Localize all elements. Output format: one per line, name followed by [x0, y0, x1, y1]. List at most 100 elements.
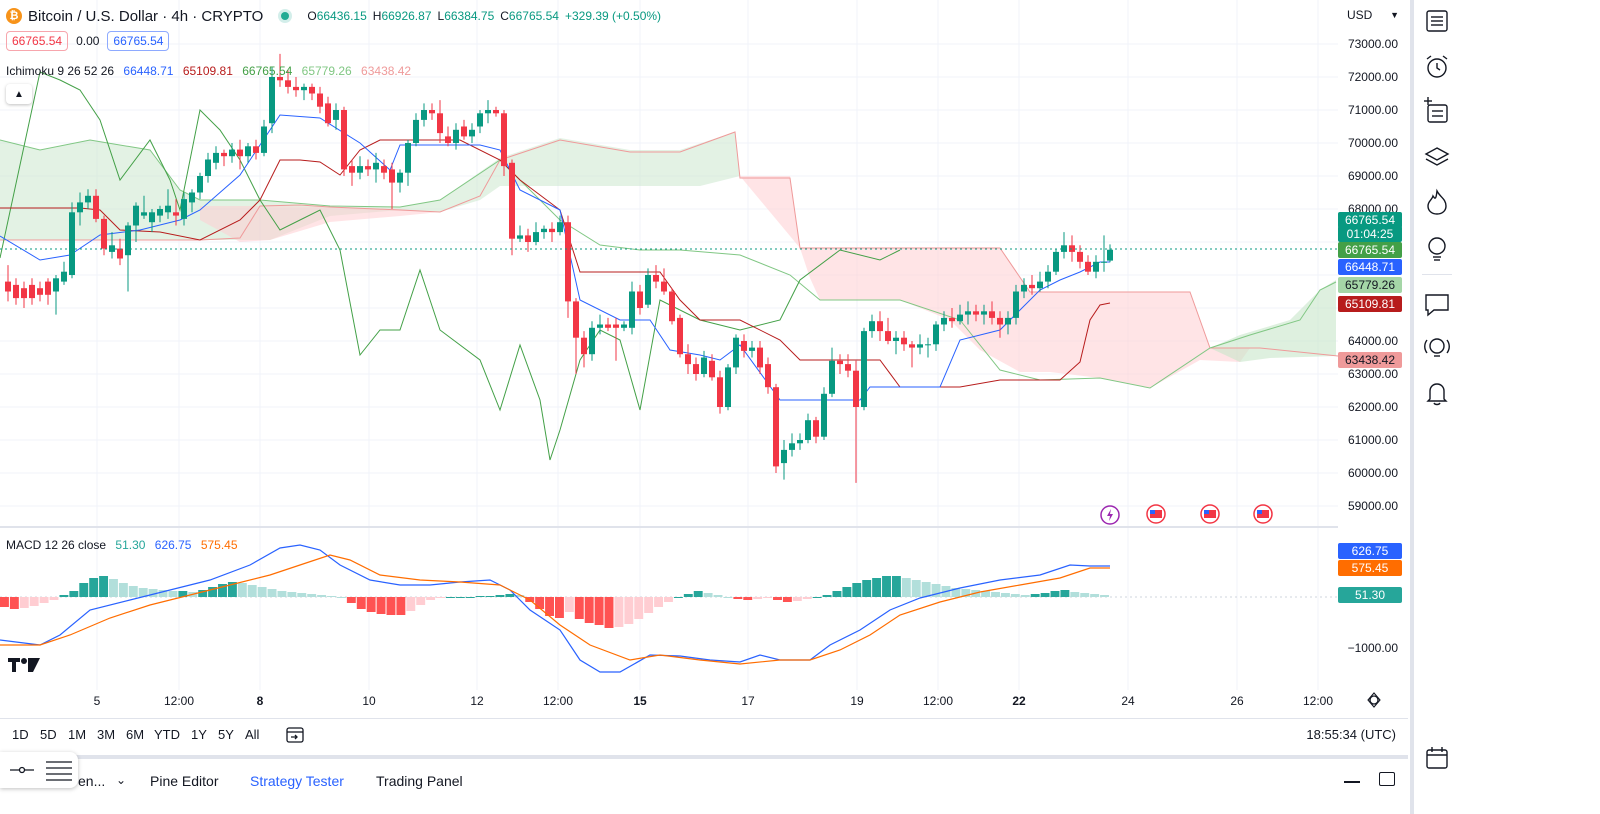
- calendar-icon[interactable]: [1422, 743, 1452, 773]
- ohlc-open: O66436.15: [307, 9, 367, 23]
- indicator-title: MACD 12 26 close: [6, 538, 107, 552]
- macd-legend[interactable]: MACD 12 26 close 51.30 626.75 575.45: [6, 538, 244, 552]
- time-label: 15: [633, 694, 647, 708]
- time-label: 12: [470, 694, 484, 708]
- right-sidebar: [1410, 0, 1462, 814]
- range-button-3m[interactable]: 3M: [97, 727, 116, 742]
- macd-tick: −1000.00: [1347, 641, 1398, 655]
- lead1-value: 65779.26: [301, 64, 352, 78]
- price-tick: 61000.00: [1347, 433, 1398, 447]
- watchlist-icon[interactable]: [1422, 6, 1452, 36]
- price-chart[interactable]: [0, 0, 1338, 690]
- range-button-all[interactable]: All: [245, 727, 260, 742]
- macd-price-label: 626.75: [1338, 543, 1402, 559]
- ichimoku-legend[interactable]: Ichimoku 9 26 52 26 66448.71 65109.81 66…: [6, 64, 417, 78]
- price-tick: 63000.00: [1347, 367, 1398, 381]
- us-flag-event-icon[interactable]: [1146, 504, 1166, 524]
- price-label: 66765.54: [1338, 242, 1402, 258]
- ohlc-close: C66765.54: [500, 9, 559, 23]
- ichimoku-cloud: [0, 132, 1336, 388]
- range-button-5d[interactable]: 5D: [40, 727, 57, 742]
- time-label: 12:00: [542, 694, 574, 708]
- chart-grid: [0, 0, 1338, 690]
- price-tick: 59000.00: [1347, 499, 1398, 513]
- indicator-title: Ichimoku 9 26 52 26: [6, 64, 115, 78]
- ideas-lightbulb-icon[interactable]: [1422, 233, 1452, 263]
- chevron-down-icon[interactable]: ⌄: [116, 773, 127, 787]
- trade-buttons: 66765.54 0.00 66765.54: [6, 31, 170, 51]
- time-label: 10: [362, 694, 376, 708]
- time-label: 8: [256, 694, 264, 708]
- market-status-icon[interactable]: [281, 12, 290, 20]
- panel-tab-3[interactable]: Trading Panel: [376, 773, 463, 789]
- time-label: 24: [1121, 694, 1135, 708]
- date-range-bar: 1D 5D 1M 3M 6M YTD 1Y 5Y All 18:55:34 (UTC): [0, 718, 1408, 751]
- ohlc-change: +329.39 (+0.50%): [564, 9, 662, 23]
- alarm-clock-icon[interactable]: [1422, 52, 1452, 82]
- minimize-icon[interactable]: [1344, 781, 1360, 783]
- idea-stream-icon[interactable]: [1422, 333, 1452, 363]
- tradingview-logo[interactable]: [8, 658, 40, 672]
- chevron-down-icon: ▼: [1390, 10, 1399, 20]
- lead2-value: 63438.42: [361, 64, 412, 78]
- range-button-5y[interactable]: 5Y: [218, 727, 234, 742]
- us-flag-event-icon[interactable]: [1200, 504, 1220, 524]
- lagging-value: 66765.54: [242, 64, 293, 78]
- bottom-panel-tabs: en... Pine Editor Strategy Tester Trading P…: [0, 755, 1408, 801]
- range-button-1m[interactable]: 1M: [68, 727, 87, 742]
- ohlc-low: L66384.75: [437, 9, 495, 23]
- sell-button[interactable]: 66765.54: [6, 31, 69, 51]
- price-tick: 60000.00: [1347, 466, 1398, 480]
- time-label: 5: [93, 694, 101, 708]
- time-label: 12:00: [163, 694, 195, 708]
- range-button-6m[interactable]: 6M: [126, 727, 145, 742]
- ohlc-high: H66926.87: [372, 9, 432, 23]
- price-label: 63438.42: [1338, 352, 1402, 368]
- currency-value: USD: [1347, 8, 1373, 22]
- panel-tab-0[interactable]: en...: [78, 773, 106, 789]
- utc-clock[interactable]: 18:55:34 (UTC): [1306, 727, 1396, 742]
- price-tick: 69000.00: [1347, 169, 1398, 183]
- base-value: 65109.81: [182, 64, 233, 78]
- range-button-1y[interactable]: 1Y: [191, 727, 207, 742]
- panel-tab-2[interactable]: Strategy Tester: [250, 773, 344, 789]
- price-label: 01:04:25: [1338, 226, 1402, 242]
- range-button-ytd[interactable]: YTD: [154, 727, 180, 742]
- price-tick: 64000.00: [1347, 334, 1398, 348]
- buy-button[interactable]: 66765.54: [107, 31, 170, 51]
- event-markers[interactable]: [1100, 504, 1273, 525]
- macd-price-label: 575.45: [1338, 560, 1402, 576]
- drawing-tools-toggle[interactable]: [0, 752, 78, 788]
- time-label: 22: [1012, 694, 1026, 708]
- price-label: 66448.71: [1338, 259, 1402, 275]
- range-button-1d[interactable]: 1D: [12, 727, 29, 742]
- chat-icon[interactable]: [1422, 290, 1452, 320]
- ichimoku-lines: [0, 71, 1338, 461]
- chevron-up-icon[interactable]: ▲: [6, 84, 32, 104]
- maximize-icon[interactable]: [1379, 772, 1395, 786]
- conversion-value: 66448.71: [123, 64, 174, 78]
- spread-value: 0.00: [76, 34, 100, 48]
- panel-tab-1[interactable]: Pine Editor: [150, 773, 219, 789]
- tools-icon: [10, 761, 72, 781]
- price-label: 65779.26: [1338, 277, 1402, 293]
- histogram-value: 51.30: [115, 538, 146, 552]
- time-label: 19: [850, 694, 864, 708]
- currency-select[interactable]: USD ▼: [1343, 4, 1403, 26]
- price-tick: 70000.00: [1347, 136, 1398, 150]
- price-scale[interactable]: 73000.00 72000.00 71000.00 70000.00 69000.00…: [1338, 0, 1408, 690]
- price-tick: 72000.00: [1347, 70, 1398, 84]
- symbol-title[interactable]: Bitcoin / U.S. Dollar · 4h · CRYPTO: [28, 7, 264, 25]
- us-flag-event-icon[interactable]: [1253, 504, 1273, 524]
- add-list-icon[interactable]: [1422, 97, 1452, 127]
- axis-settings-icon[interactable]: [1366, 692, 1382, 708]
- calendar-goto-icon[interactable]: [285, 725, 305, 750]
- time-label: 12:00: [1302, 694, 1334, 708]
- alerts-bell-icon[interactable]: [1422, 378, 1452, 408]
- macd-value: 626.75: [154, 538, 192, 552]
- signal-value: 575.45: [200, 538, 238, 552]
- earnings-flash-icon[interactable]: [1100, 505, 1120, 525]
- hotlist-flame-icon[interactable]: [1422, 187, 1452, 217]
- layers-icon[interactable]: [1422, 142, 1452, 172]
- price-tick: 71000.00: [1347, 103, 1398, 117]
